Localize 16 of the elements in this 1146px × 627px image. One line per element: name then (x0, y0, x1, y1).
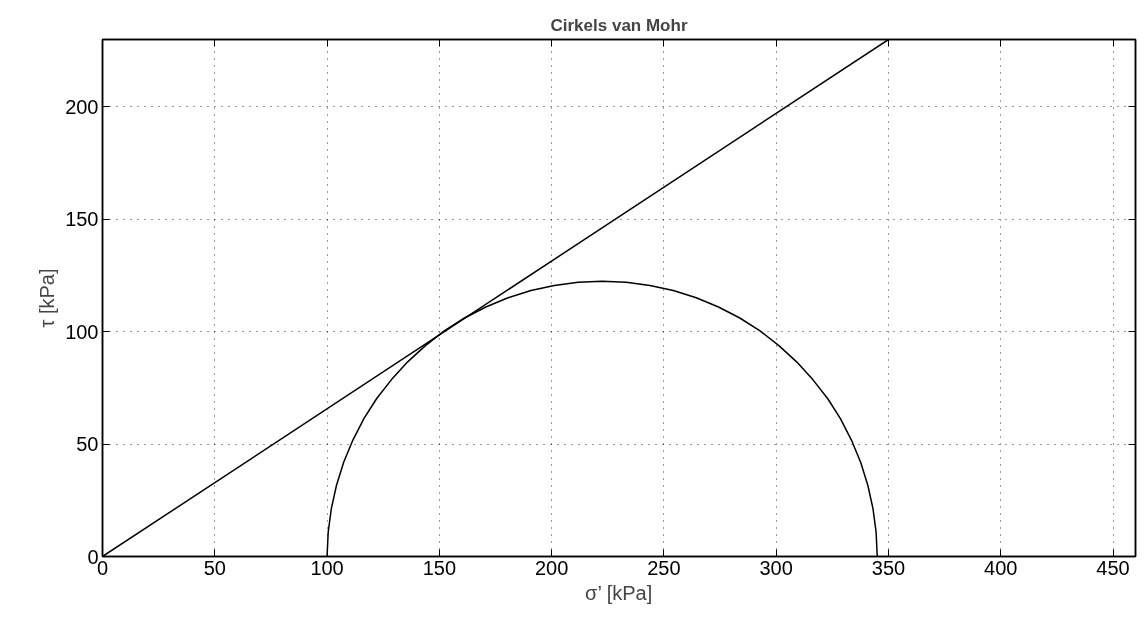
y-axis-title: τ [kPa] (36, 268, 59, 328)
x-tick-label: 300 (759, 556, 793, 579)
y-tick-label: 200 (65, 95, 99, 118)
x-tick-label: 200 (534, 556, 569, 579)
y-tick-label: 50 (76, 433, 99, 456)
y-tick-label: 100 (65, 320, 99, 343)
x-axis-title: σ’ [kPa] (585, 581, 653, 604)
x-tick-label: 400 (984, 556, 1018, 579)
x-tick-label: 350 (871, 556, 906, 579)
x-tick-label: 50 (203, 556, 226, 579)
y-tick-label: 150 (65, 208, 99, 231)
x-tick-label: 150 (422, 556, 457, 579)
x-tick-label: 100 (310, 556, 344, 579)
chart-title: Cirkels van Mohr (550, 15, 688, 35)
x-tick-label: 250 (647, 556, 681, 579)
x-tick-label: 450 (1096, 556, 1130, 579)
